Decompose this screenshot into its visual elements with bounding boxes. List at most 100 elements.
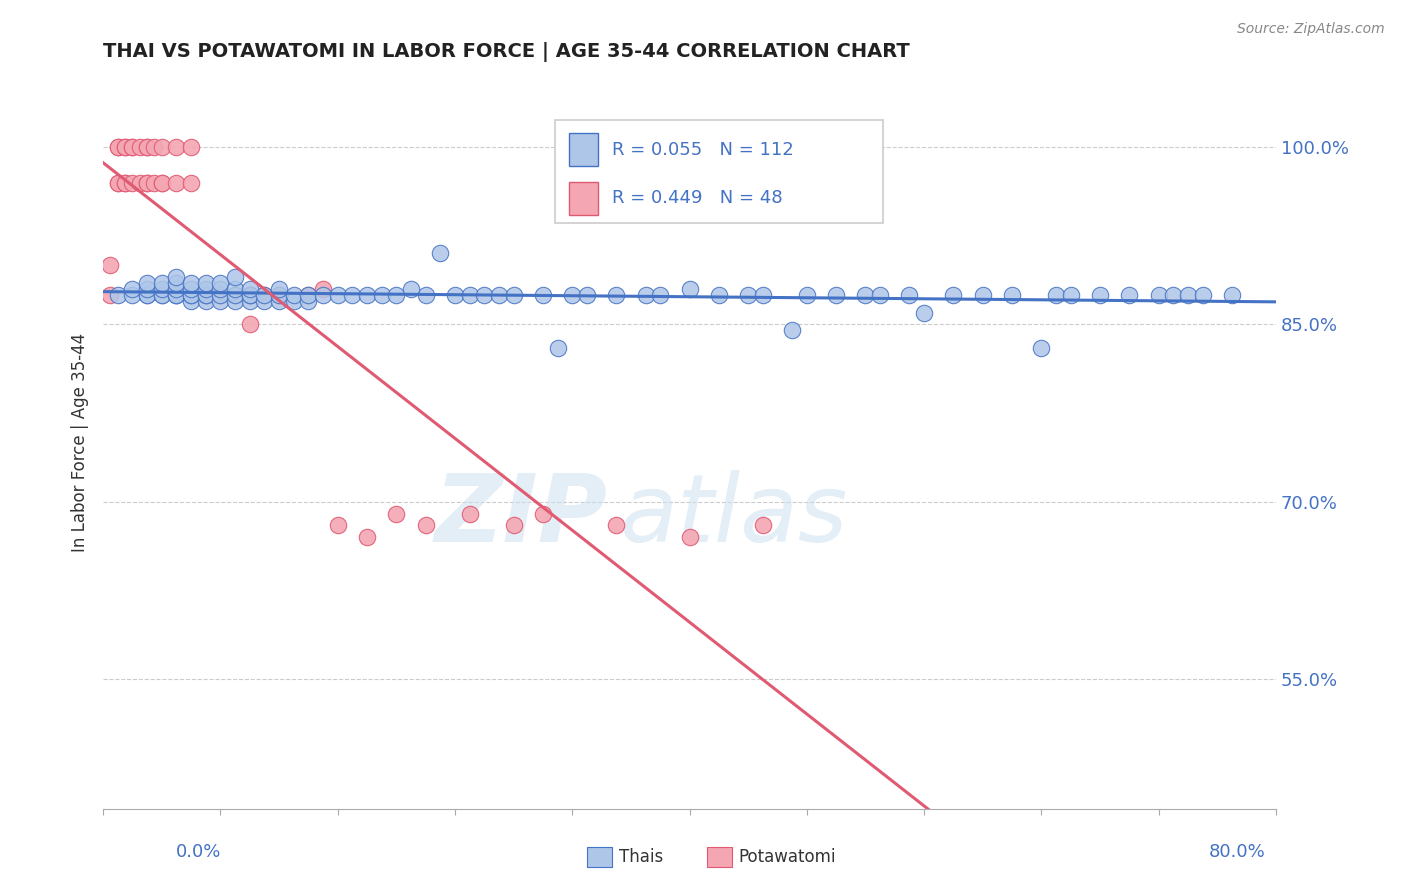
Point xyxy=(297,293,319,308)
Point xyxy=(194,293,217,308)
Point xyxy=(605,288,627,302)
Point xyxy=(444,288,467,302)
Point xyxy=(1001,288,1024,302)
Y-axis label: In Labor Force | Age 35-44: In Labor Force | Age 35-44 xyxy=(72,333,89,552)
Point xyxy=(107,140,129,154)
FancyBboxPatch shape xyxy=(569,134,598,166)
Point xyxy=(136,282,159,296)
Point xyxy=(342,288,364,302)
Point xyxy=(458,288,481,302)
Point xyxy=(297,288,319,302)
Point xyxy=(165,270,187,285)
Point xyxy=(678,530,700,544)
Point xyxy=(253,288,276,302)
Point xyxy=(239,282,262,296)
Point xyxy=(209,288,232,302)
Text: Source: ZipAtlas.com: Source: ZipAtlas.com xyxy=(1237,22,1385,37)
Point xyxy=(136,140,159,154)
Point xyxy=(1163,288,1185,302)
Point xyxy=(575,288,598,302)
FancyBboxPatch shape xyxy=(569,182,598,215)
Point xyxy=(180,288,202,302)
Point xyxy=(1118,288,1140,302)
Point xyxy=(253,293,276,308)
Point xyxy=(488,288,510,302)
Point xyxy=(209,276,232,290)
Point xyxy=(194,276,217,290)
Point xyxy=(150,176,173,190)
Point xyxy=(267,293,290,308)
Point xyxy=(502,518,524,533)
Point xyxy=(267,288,290,302)
Point xyxy=(634,288,657,302)
Point xyxy=(561,288,583,302)
Point xyxy=(165,288,187,302)
Point xyxy=(1191,288,1213,302)
Point xyxy=(180,140,202,154)
Point xyxy=(194,288,217,302)
Point xyxy=(136,288,159,302)
Point xyxy=(752,288,775,302)
Point xyxy=(531,288,554,302)
Point xyxy=(253,288,276,302)
Point xyxy=(107,288,129,302)
Point xyxy=(912,305,935,319)
Point xyxy=(399,282,422,296)
Point xyxy=(898,288,921,302)
Point xyxy=(415,518,437,533)
Point xyxy=(239,318,262,332)
Point xyxy=(165,288,187,302)
Point xyxy=(356,530,378,544)
Point xyxy=(370,288,392,302)
Point xyxy=(194,288,217,302)
Point xyxy=(114,140,136,154)
Point xyxy=(224,293,246,308)
Point xyxy=(143,140,166,154)
Point xyxy=(194,288,217,302)
Point xyxy=(752,518,775,533)
Point xyxy=(121,176,143,190)
Point xyxy=(209,282,232,296)
Point xyxy=(1031,341,1053,355)
Point xyxy=(531,507,554,521)
Point xyxy=(114,176,136,190)
Point xyxy=(180,293,202,308)
Point xyxy=(165,140,187,154)
Point xyxy=(128,140,150,154)
Point xyxy=(114,140,136,154)
Point xyxy=(678,282,700,296)
Point xyxy=(239,288,262,302)
Point xyxy=(1147,288,1170,302)
Point xyxy=(224,288,246,302)
Point xyxy=(136,288,159,302)
Point xyxy=(100,258,122,272)
Point xyxy=(209,288,232,302)
Point xyxy=(165,276,187,290)
Text: Potawatomi: Potawatomi xyxy=(740,848,837,866)
Point xyxy=(107,176,129,190)
Point xyxy=(136,140,159,154)
Point xyxy=(1088,288,1111,302)
Point xyxy=(267,282,290,296)
Point xyxy=(547,341,569,355)
Point xyxy=(472,288,495,302)
Point xyxy=(825,288,848,302)
Point xyxy=(121,140,143,154)
Point xyxy=(224,288,246,302)
Point xyxy=(385,507,408,521)
Point xyxy=(326,288,349,302)
Point xyxy=(180,288,202,302)
Point xyxy=(180,282,202,296)
Point xyxy=(224,282,246,296)
Point xyxy=(429,246,451,260)
Point xyxy=(855,288,877,302)
Point xyxy=(972,288,994,302)
Point xyxy=(150,276,173,290)
Point xyxy=(415,288,437,302)
Point xyxy=(121,288,143,302)
Point xyxy=(107,176,129,190)
Point xyxy=(136,276,159,290)
Point xyxy=(165,282,187,296)
Point xyxy=(136,176,159,190)
Point xyxy=(737,288,759,302)
